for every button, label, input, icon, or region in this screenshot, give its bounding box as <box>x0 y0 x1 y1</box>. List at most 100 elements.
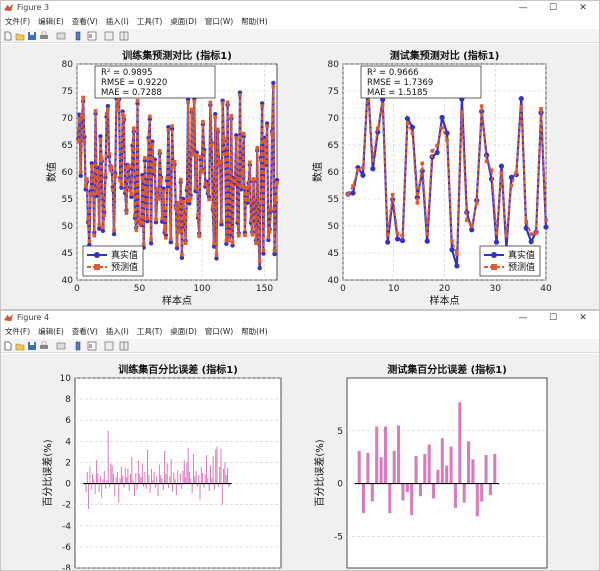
train-error-bar <box>227 467 229 484</box>
menu-tools[interactable]: 工具(T) <box>136 17 163 26</box>
menu-edit[interactable]: 编辑(E) <box>38 17 64 26</box>
menu-window[interactable]: 窗口(W) <box>204 17 234 26</box>
train-compare-point-predicted <box>256 230 261 234</box>
train-compare-point-predicted <box>130 146 135 151</box>
hide-plot-tools-icon[interactable] <box>119 341 129 351</box>
legend-icon[interactable] <box>87 341 97 351</box>
menu-help[interactable]: 帮助(H) <box>241 17 268 26</box>
train-compare-point-predicted <box>260 104 264 108</box>
test-compare-point-actual <box>543 224 549 230</box>
train-compare-point-predicted <box>90 164 94 168</box>
minimize-button[interactable]: — <box>518 3 528 13</box>
train-error-bar <box>211 478 213 484</box>
train-compare-point-predicted <box>180 252 184 257</box>
plot-tools-icon[interactable] <box>104 341 114 351</box>
menu-file[interactable]: 文件(F) <box>5 17 31 26</box>
train-error-bar <box>224 462 226 484</box>
legend-icon[interactable] <box>87 31 97 41</box>
colorbar-icon[interactable] <box>73 31 83 41</box>
save-icon[interactable] <box>27 341 37 351</box>
train-error-bar <box>147 449 149 484</box>
train-compare-point-predicted <box>151 169 156 173</box>
train-error-bar <box>141 463 143 484</box>
train-compare-point-predicted <box>129 192 134 196</box>
train-compare-point-predicted <box>186 100 190 105</box>
train-compare-point-predicted <box>156 197 161 201</box>
print-icon[interactable] <box>39 31 49 41</box>
train-compare-xtick-label: 100 <box>193 284 210 294</box>
train-error-bar <box>137 460 139 484</box>
menu-file[interactable]: 文件(F) <box>5 327 31 336</box>
test-compare-point-actual <box>409 124 416 130</box>
train-error-bar <box>120 466 122 484</box>
figure3-canvas: 40 45 50 55 60 65 70 75 80 0 50 100 150 训练集预测对比 (指标1)… <box>1 44 599 309</box>
train-error-bar <box>128 483 130 491</box>
menu-view[interactable]: 查看(V) <box>71 327 98 336</box>
train-error-bar <box>85 483 87 492</box>
train-error-ytick-label: 10 <box>60 374 72 384</box>
minimize-button[interactable]: — <box>518 313 528 323</box>
train-compare-point-predicted <box>193 186 198 190</box>
hide-plot-tools-icon[interactable] <box>119 31 129 41</box>
close-button[interactable]: ✕ <box>579 313 587 323</box>
test-compare-point-predicted <box>514 170 519 175</box>
colorbar-icon[interactable] <box>73 341 83 351</box>
close-button[interactable]: ✕ <box>579 3 587 13</box>
new-file-icon[interactable] <box>3 341 13 351</box>
menu-desktop[interactable]: 桌面(D) <box>170 327 197 336</box>
train-compare-point-predicted <box>214 253 219 257</box>
train-error-bar <box>90 483 92 490</box>
train-error-bar <box>106 480 108 484</box>
link-plot-icon[interactable] <box>56 31 66 41</box>
train-compare-point-predicted <box>266 235 271 240</box>
train-error-bar <box>148 475 150 484</box>
link-plot-icon[interactable] <box>56 341 66 351</box>
matlab-icon <box>4 3 13 12</box>
train-compare-point-predicted <box>98 137 103 142</box>
test-error-bar <box>449 446 453 484</box>
test-compare-point-predicted <box>351 184 355 188</box>
test-error-bar <box>432 483 436 499</box>
test-compare-ytick-label: 65 <box>328 141 339 151</box>
train-error-bar <box>115 477 117 484</box>
test-compare-ytick-label: 50 <box>328 222 340 232</box>
train-compare-point-predicted <box>273 197 278 202</box>
test-compare-point-predicted <box>435 143 439 148</box>
menu-view[interactable]: 查看(V) <box>71 17 98 26</box>
train-error-bar <box>171 483 173 492</box>
menu-edit[interactable]: 编辑(E) <box>38 327 64 336</box>
menu-help[interactable]: 帮助(H) <box>241 327 268 336</box>
test-compare-title: 测试集预测对比 (指标1) <box>390 49 500 62</box>
train-compare-point-predicted <box>259 158 263 162</box>
new-file-icon[interactable] <box>3 31 13 41</box>
open-folder-icon[interactable] <box>15 31 25 41</box>
open-folder-icon[interactable] <box>15 341 25 351</box>
menu-window[interactable]: 窗口(W) <box>204 327 234 336</box>
test-compare-point-predicted <box>489 168 494 173</box>
test-error-bar <box>392 450 396 484</box>
train-error-bar <box>181 483 183 489</box>
menu-tools[interactable]: 工具(T) <box>136 327 163 336</box>
maximize-button[interactable]: ☐ <box>548 3 558 13</box>
train-error-bar <box>154 483 156 488</box>
test-error-bar <box>379 457 383 484</box>
train-error-bar <box>187 447 189 484</box>
train-error-bar <box>109 483 111 487</box>
train-error-bar <box>119 478 121 484</box>
train-error-ylabel: 百分比误差(%) <box>41 439 54 506</box>
test-error-bar <box>488 483 492 496</box>
figure4-title: Figure 4 <box>17 313 50 322</box>
train-compare-point-predicted <box>227 238 231 243</box>
test-error-bar <box>440 438 444 484</box>
train-compare-point-predicted <box>170 124 174 128</box>
save-icon[interactable] <box>27 31 37 41</box>
maximize-button[interactable]: ☐ <box>548 313 558 323</box>
menu-insert[interactable]: 插入(I) <box>105 327 129 336</box>
plot-tools-icon[interactable] <box>104 31 114 41</box>
train-compare-point-predicted <box>83 184 88 188</box>
menu-insert[interactable]: 插入(I) <box>105 17 129 26</box>
train-compare-point-predicted <box>233 179 237 183</box>
menu-desktop[interactable]: 桌面(D) <box>170 17 197 26</box>
print-icon[interactable] <box>39 341 49 351</box>
train-error-bar <box>92 474 94 484</box>
